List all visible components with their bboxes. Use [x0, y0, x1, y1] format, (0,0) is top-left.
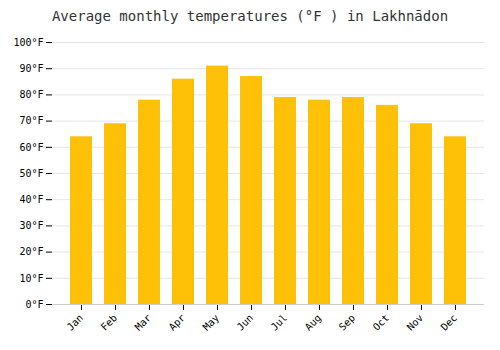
svg-text:40°F: 40°F: [19, 194, 43, 205]
svg-text:Dec: Dec: [439, 312, 460, 333]
svg-text:60°F: 60°F: [19, 142, 43, 153]
html-text:Average monthly temperatures (: Average monthly temperatures (°F ) in La…: [51, 8, 449, 24]
svg-text:20°F: 20°F: [19, 246, 43, 257]
svg-text:Jan: Jan: [65, 312, 86, 333]
svg-text:Sep: Sep: [337, 312, 358, 333]
svg-text:50°F: 50°F: [19, 168, 43, 179]
svg-text:10°F: 10°F: [19, 273, 43, 284]
svg-text:0°F: 0°F: [25, 299, 43, 310]
svg-text:80°F: 80°F: [19, 89, 43, 100]
svg-text:30°F: 30°F: [19, 220, 43, 231]
svg-text:Mar: Mar: [133, 312, 154, 333]
svg-text:100°F: 100°F: [13, 37, 43, 48]
svg-text:Aug: Aug: [303, 312, 324, 333]
svg-text:Oct: Oct: [371, 312, 392, 333]
svg-text:Apr: Apr: [167, 312, 188, 333]
svg-text:90°F: 90°F: [19, 63, 43, 74]
svg-text:Jun: Jun: [235, 312, 256, 333]
svg-text:70°F: 70°F: [19, 115, 43, 126]
svg-text:Jul: Jul: [269, 312, 290, 333]
svg-text:May: May: [201, 312, 222, 333]
svg-text:Feb: Feb: [99, 312, 120, 333]
svg-text:Nov: Nov: [405, 312, 426, 333]
